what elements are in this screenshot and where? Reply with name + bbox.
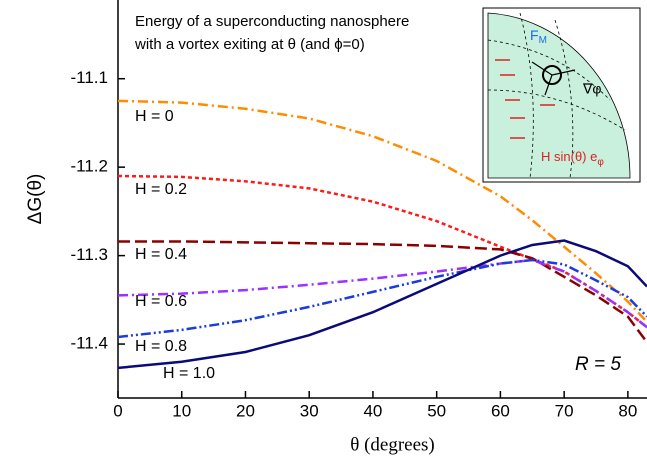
series-line (118, 258, 647, 329)
x-tick-label: 70 (555, 401, 574, 420)
series-label: H = 0.6 (135, 293, 187, 310)
inset-gradient-label: ∇φ (582, 81, 601, 97)
chart-title: Energy of a superconducting nanosphere (135, 13, 409, 30)
chart-title: with a vortex exiting at θ (and ϕ=0) (134, 36, 365, 53)
series-line (118, 240, 647, 344)
annotation: R = 5 (575, 354, 621, 375)
series-line (118, 239, 647, 370)
inset-sphere (487, 12, 631, 179)
x-axis-label: θ (degrees) (350, 434, 435, 455)
inset-arrows (531, 61, 576, 96)
x-tick-label: 50 (427, 401, 446, 420)
inset-field-arrows (495, 59, 555, 139)
x-tick-label: 40 (363, 401, 382, 420)
series-line (118, 99, 647, 323)
x-tick-label: 80 (618, 401, 637, 420)
inset-diagram: FM ∇φ H sin(θ) eφ (482, 7, 641, 183)
series-label: H = 1.0 (163, 365, 215, 382)
series-line (118, 258, 647, 339)
x-tick-label: 10 (172, 401, 191, 420)
x-tick-label: 20 (236, 401, 255, 420)
inset-vortex (542, 65, 562, 85)
x-tick-label: 30 (300, 401, 319, 420)
x-tick-label: 0 (113, 401, 122, 420)
series-label: H = 0.8 (135, 338, 187, 355)
y-tick-label: -11.1 (71, 68, 109, 87)
inset-force-label: FM (530, 27, 547, 46)
series-label: H = 0 (135, 108, 174, 125)
x-tick-label: 60 (491, 401, 510, 420)
y-tick-label: -11.4 (71, 334, 109, 353)
y-axis-label: ΔG(θ) (25, 174, 46, 225)
series-label: H = 0.4 (135, 246, 187, 263)
y-tick-label: -11.2 (71, 157, 109, 176)
y-tick-label: -11.3 (71, 245, 109, 264)
series-line (118, 174, 647, 329)
series-label: H = 0.2 (135, 181, 187, 198)
inset-field-label: H sin(θ) eφ (541, 149, 604, 167)
